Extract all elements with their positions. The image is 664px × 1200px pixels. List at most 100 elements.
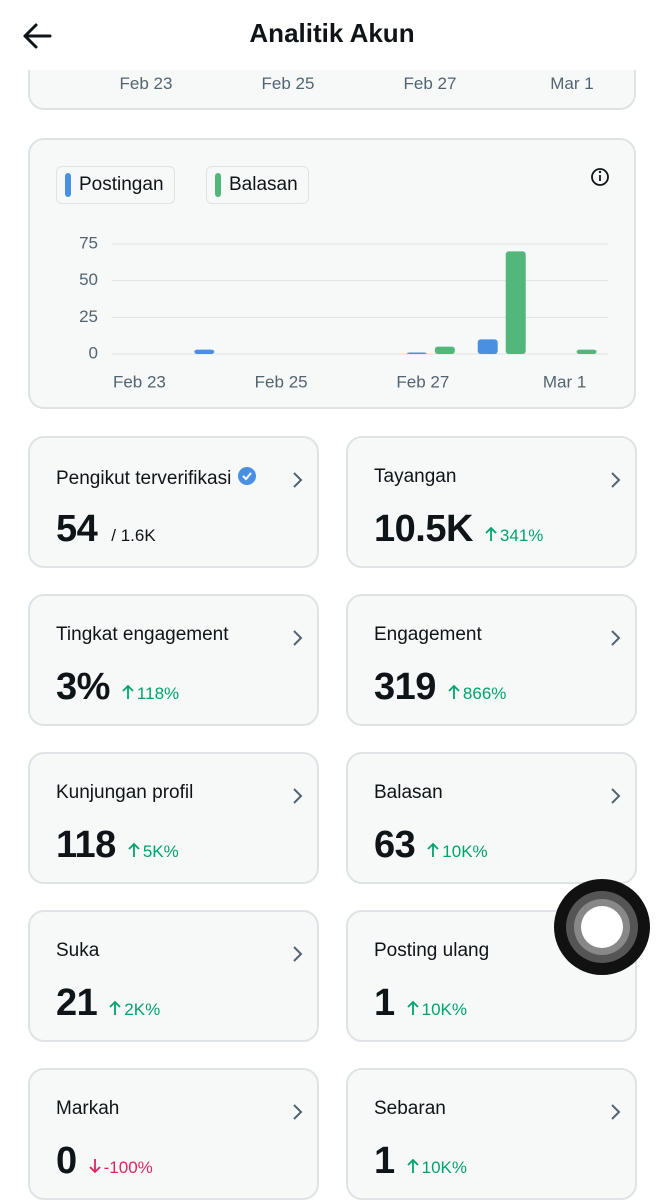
y-tick-label: 50 bbox=[79, 270, 98, 289]
metric-change: 5K% bbox=[128, 842, 179, 861]
chevron bbox=[611, 630, 621, 646]
header: Analitik Akun bbox=[0, 0, 664, 70]
x-tick-label: Feb 23 bbox=[119, 74, 173, 93]
metric-value: 1 bbox=[374, 1140, 395, 1182]
chevron bbox=[611, 788, 621, 804]
metric-change: 10K% bbox=[407, 1000, 467, 1019]
back-button[interactable] bbox=[22, 22, 52, 50]
metric-value: 63 bbox=[374, 824, 416, 866]
x-tick-label: Feb 27 bbox=[403, 74, 457, 93]
metric-total: / 1.6K bbox=[111, 526, 156, 545]
metric-value-row: 118 5K% bbox=[56, 824, 179, 867]
metric-value-row: 319 866% bbox=[374, 666, 506, 709]
chevron bbox=[293, 1104, 303, 1120]
legend-swatch bbox=[215, 173, 221, 197]
bar bbox=[505, 251, 526, 354]
metric-value-row: 54 / 1.6K bbox=[56, 508, 156, 551]
metric-change: 2K% bbox=[109, 1000, 160, 1019]
x-tick-label: Feb 25 bbox=[255, 372, 308, 391]
metric-value-row: 1 10K% bbox=[374, 1140, 467, 1183]
metric-card[interactable]: Engagement 319 866% bbox=[346, 594, 637, 726]
trend-arrow bbox=[407, 1000, 419, 1015]
y-tick-label: 75 bbox=[79, 233, 98, 252]
assistive-touch[interactable] bbox=[554, 879, 650, 975]
metric-change: 10K% bbox=[407, 1158, 467, 1177]
metric-label: Tayangan bbox=[374, 466, 457, 487]
metric-change-text: 5K% bbox=[142, 842, 179, 861]
metric-card[interactable]: Suka 21 2K% bbox=[28, 910, 319, 1042]
metric-change: 10K% bbox=[427, 842, 488, 861]
metric-card[interactable]: Kunjungan profil 118 5K% bbox=[28, 752, 319, 884]
chevron bbox=[611, 472, 621, 488]
trend-arrow bbox=[485, 526, 497, 541]
metric-card[interactable]: Sebaran 1 10K% bbox=[346, 1068, 637, 1200]
bar bbox=[406, 352, 427, 354]
metric-card[interactable]: Tingkat engagement 3% 118% bbox=[28, 594, 319, 726]
metric-change: 118% bbox=[122, 684, 179, 703]
chevron bbox=[293, 630, 303, 646]
metric-value-row: 0 -100% bbox=[56, 1140, 153, 1183]
metric-change-text: 118% bbox=[136, 684, 180, 703]
chevron bbox=[293, 788, 303, 804]
page-title: Analitik Akun bbox=[249, 18, 415, 48]
metric-value: 54 bbox=[56, 508, 98, 550]
metric-change-text: -100% bbox=[103, 1158, 153, 1177]
metric-change-text: 10K% bbox=[442, 842, 488, 861]
metric-value: 319 bbox=[374, 666, 436, 708]
metric-card[interactable]: Markah 0 -100% bbox=[28, 1068, 319, 1200]
trend-arrow bbox=[109, 1000, 121, 1015]
metric-card[interactable]: Balasan 63 10K% bbox=[346, 752, 637, 884]
bar bbox=[434, 346, 455, 354]
trend-arrow bbox=[128, 842, 140, 857]
metric-label: Posting ulang bbox=[374, 940, 490, 961]
metric-change: 866% bbox=[448, 684, 506, 703]
metric-change-text: 2K% bbox=[124, 1000, 161, 1019]
bar bbox=[194, 349, 215, 354]
metric-card[interactable]: Tayangan 10.5K 341% bbox=[346, 436, 637, 568]
chart: 0 25 50 75 Feb 23 Feb 25 Feb 27 Mar 1 bbox=[79, 168, 609, 391]
metric-change-text: 10K% bbox=[421, 1158, 468, 1177]
info-icon[interactable] bbox=[591, 168, 609, 186]
metric-value: 3% bbox=[56, 666, 110, 708]
legend-item[interactable]: Balasan bbox=[206, 166, 309, 204]
metric-value: 0 bbox=[56, 1140, 77, 1182]
metric-label: Balasan bbox=[374, 782, 443, 803]
metric-card[interactable]: Posting ulang 1 10K% bbox=[346, 910, 637, 1042]
metric-change: -100% bbox=[89, 1158, 153, 1177]
trend-arrow bbox=[89, 1159, 101, 1174]
metric-card[interactable]: Pengikut terverifikasi 54 / 1.6K bbox=[28, 436, 319, 568]
metric-change-text: 866% bbox=[462, 684, 507, 703]
legend-label: Balasan bbox=[229, 174, 298, 195]
chevron bbox=[293, 946, 303, 962]
metric-value: 21 bbox=[56, 982, 98, 1024]
metric-change: 341% bbox=[485, 526, 543, 545]
metric-label: Sebaran bbox=[374, 1098, 446, 1119]
trend-arrow bbox=[122, 684, 134, 699]
x-tick-label: Feb 27 bbox=[396, 372, 449, 391]
assistive-icon bbox=[566, 891, 638, 963]
metric-label: Kunjungan profil bbox=[56, 782, 194, 803]
metric-value-row: 63 10K% bbox=[374, 824, 488, 867]
metric-value-row: 3% 118% bbox=[56, 666, 179, 709]
chart-card: 0 25 50 75 Feb 23 Feb 25 Feb 27 Mar 1 Postingan… bbox=[28, 138, 636, 409]
metric-label: Pengikut terverifikasi bbox=[56, 466, 257, 490]
metric-change-text: 341% bbox=[499, 526, 544, 545]
legend-label: Postingan bbox=[79, 174, 164, 195]
trend-arrow bbox=[448, 684, 460, 699]
metric-label: Tingkat engagement bbox=[56, 624, 229, 645]
metric-value-row: 21 2K% bbox=[56, 982, 160, 1025]
metric-change-text: 10K% bbox=[421, 1000, 468, 1019]
x-tick-label: Mar 1 bbox=[543, 372, 586, 391]
x-tick-label: Feb 25 bbox=[261, 74, 315, 93]
x-tick-label: Mar 1 bbox=[550, 74, 594, 93]
metric-label: Markah bbox=[56, 1098, 120, 1119]
metric-value: 1 bbox=[374, 982, 395, 1024]
legend-item[interactable]: Postingan bbox=[56, 166, 175, 204]
metric-value-row: 10.5K 341% bbox=[374, 508, 543, 551]
y-tick-label: 0 bbox=[89, 343, 98, 362]
metric-label: Engagement bbox=[374, 624, 482, 645]
verified-badge bbox=[238, 467, 257, 485]
y-tick-label: 25 bbox=[79, 307, 98, 326]
chevron bbox=[293, 472, 303, 488]
